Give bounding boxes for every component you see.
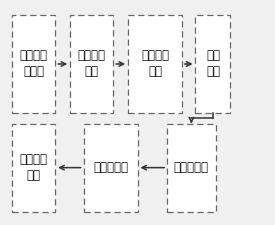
Bar	[12, 16, 55, 112]
Text: 背景差法
检测: 背景差法 检测	[141, 50, 169, 79]
Bar	[70, 16, 113, 112]
Bar	[12, 124, 55, 212]
Bar	[128, 16, 182, 112]
Bar	[196, 16, 230, 112]
Bar	[167, 124, 216, 212]
Bar	[84, 124, 138, 212]
Text: 阴影
消除: 阴影 消除	[206, 50, 220, 79]
Text: 视频图像
预处理: 视频图像 预处理	[20, 50, 48, 79]
Text: 形态学处理: 形态学处理	[174, 161, 209, 174]
Text: 高斯背景
建模: 高斯背景 建模	[78, 50, 106, 79]
Text: 连通性分析: 连通性分析	[93, 161, 128, 174]
Text: 输出检测
结果: 输出检测 结果	[20, 153, 48, 182]
